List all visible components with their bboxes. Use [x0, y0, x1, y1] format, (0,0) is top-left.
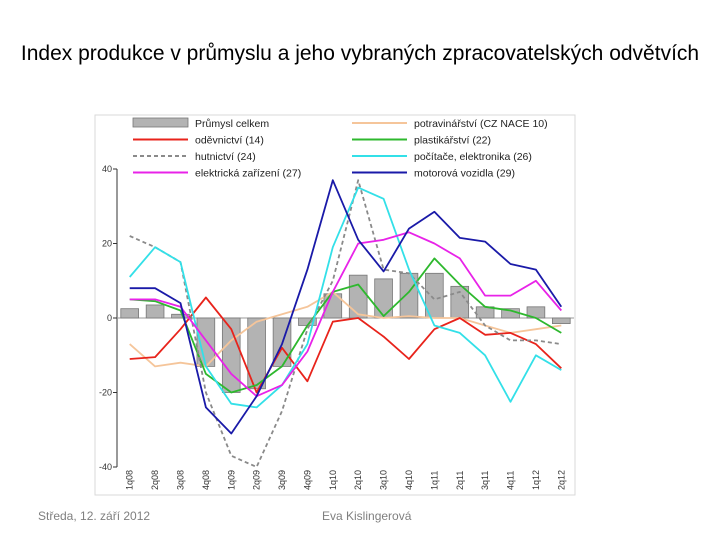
bars	[120, 272, 571, 393]
bar	[145, 304, 165, 319]
axes: 40 20 0 -20 -40	[99, 164, 574, 472]
legend-label: elektrická zařízení (27)	[195, 168, 301, 180]
footer-date: Středa, 12. září 2012	[38, 509, 151, 523]
x-tick-label: 2q12	[556, 470, 566, 490]
x-tick-label: 3q10	[379, 470, 389, 490]
slide-title: Index produkce v průmyslu a jeho vybraný…	[20, 42, 700, 65]
series-line	[129, 179, 562, 468]
bar	[348, 274, 368, 319]
x-tick-label: 1q11	[429, 471, 439, 490]
bar	[120, 308, 139, 319]
x-tick-label: 1q10	[328, 470, 338, 490]
bar	[171, 313, 190, 319]
x-tick-label: 3q09	[277, 470, 287, 490]
series-line	[129, 231, 562, 398]
legend-label: oděvnictví (14)	[195, 135, 264, 147]
x-tick-label: 1q09	[226, 470, 236, 490]
bar	[247, 317, 266, 390]
x-tick-label: 4q08	[201, 470, 211, 490]
legend-label: hutnictví (24)	[195, 151, 256, 163]
footer-author: Eva Kislingerová	[322, 509, 412, 523]
legend: Průmysl celkem oděvnictví (14) hutnictví (…	[132, 117, 548, 180]
series-line	[129, 290, 562, 368]
x-tick-label: 3q08	[175, 470, 185, 490]
legend-swatch	[132, 117, 189, 128]
bar	[399, 272, 419, 319]
x-tick-label: 1q08	[125, 470, 135, 490]
x-tick-label: 4q10	[404, 470, 414, 490]
lines	[129, 179, 563, 468]
x-tick-label: 2q11	[455, 471, 465, 490]
y-tick-label: 40	[102, 164, 112, 174]
y-tick-label: 0	[107, 313, 112, 323]
bar	[374, 278, 393, 319]
series-line	[129, 257, 562, 394]
legend-label: počítače, elektronika (26)	[414, 151, 532, 163]
series-line	[129, 296, 562, 394]
x-tick-label: 1q12	[531, 470, 541, 490]
legend-label: plastikářství (22)	[414, 135, 491, 147]
x-tick-label: 3q11	[480, 471, 490, 490]
legend-label: Průmysl celkem	[195, 118, 269, 130]
y-tick-label: 20	[102, 239, 112, 249]
legend-label: motorová vozidla (29)	[414, 168, 515, 180]
y-tick-label: -20	[99, 388, 112, 398]
y-tick-label: -40	[99, 462, 112, 472]
x-tick-label: 2q10	[353, 470, 363, 490]
series-line	[129, 179, 563, 435]
x-tick-label: 2q08	[150, 470, 160, 490]
legend-label: potravinářství (CZ NACE 10)	[414, 118, 548, 130]
series-line	[129, 186, 562, 409]
bar	[552, 317, 571, 324]
x-tick-label: 2q09	[252, 470, 262, 490]
x-tick-label: 4q09	[302, 470, 312, 490]
x-tick-labels: 1q08 2q08 3q08 4q08 1q09 2q09 3q09 4q09 1q10 2q10…	[125, 470, 567, 490]
x-tick-label: 4q11	[506, 471, 516, 490]
